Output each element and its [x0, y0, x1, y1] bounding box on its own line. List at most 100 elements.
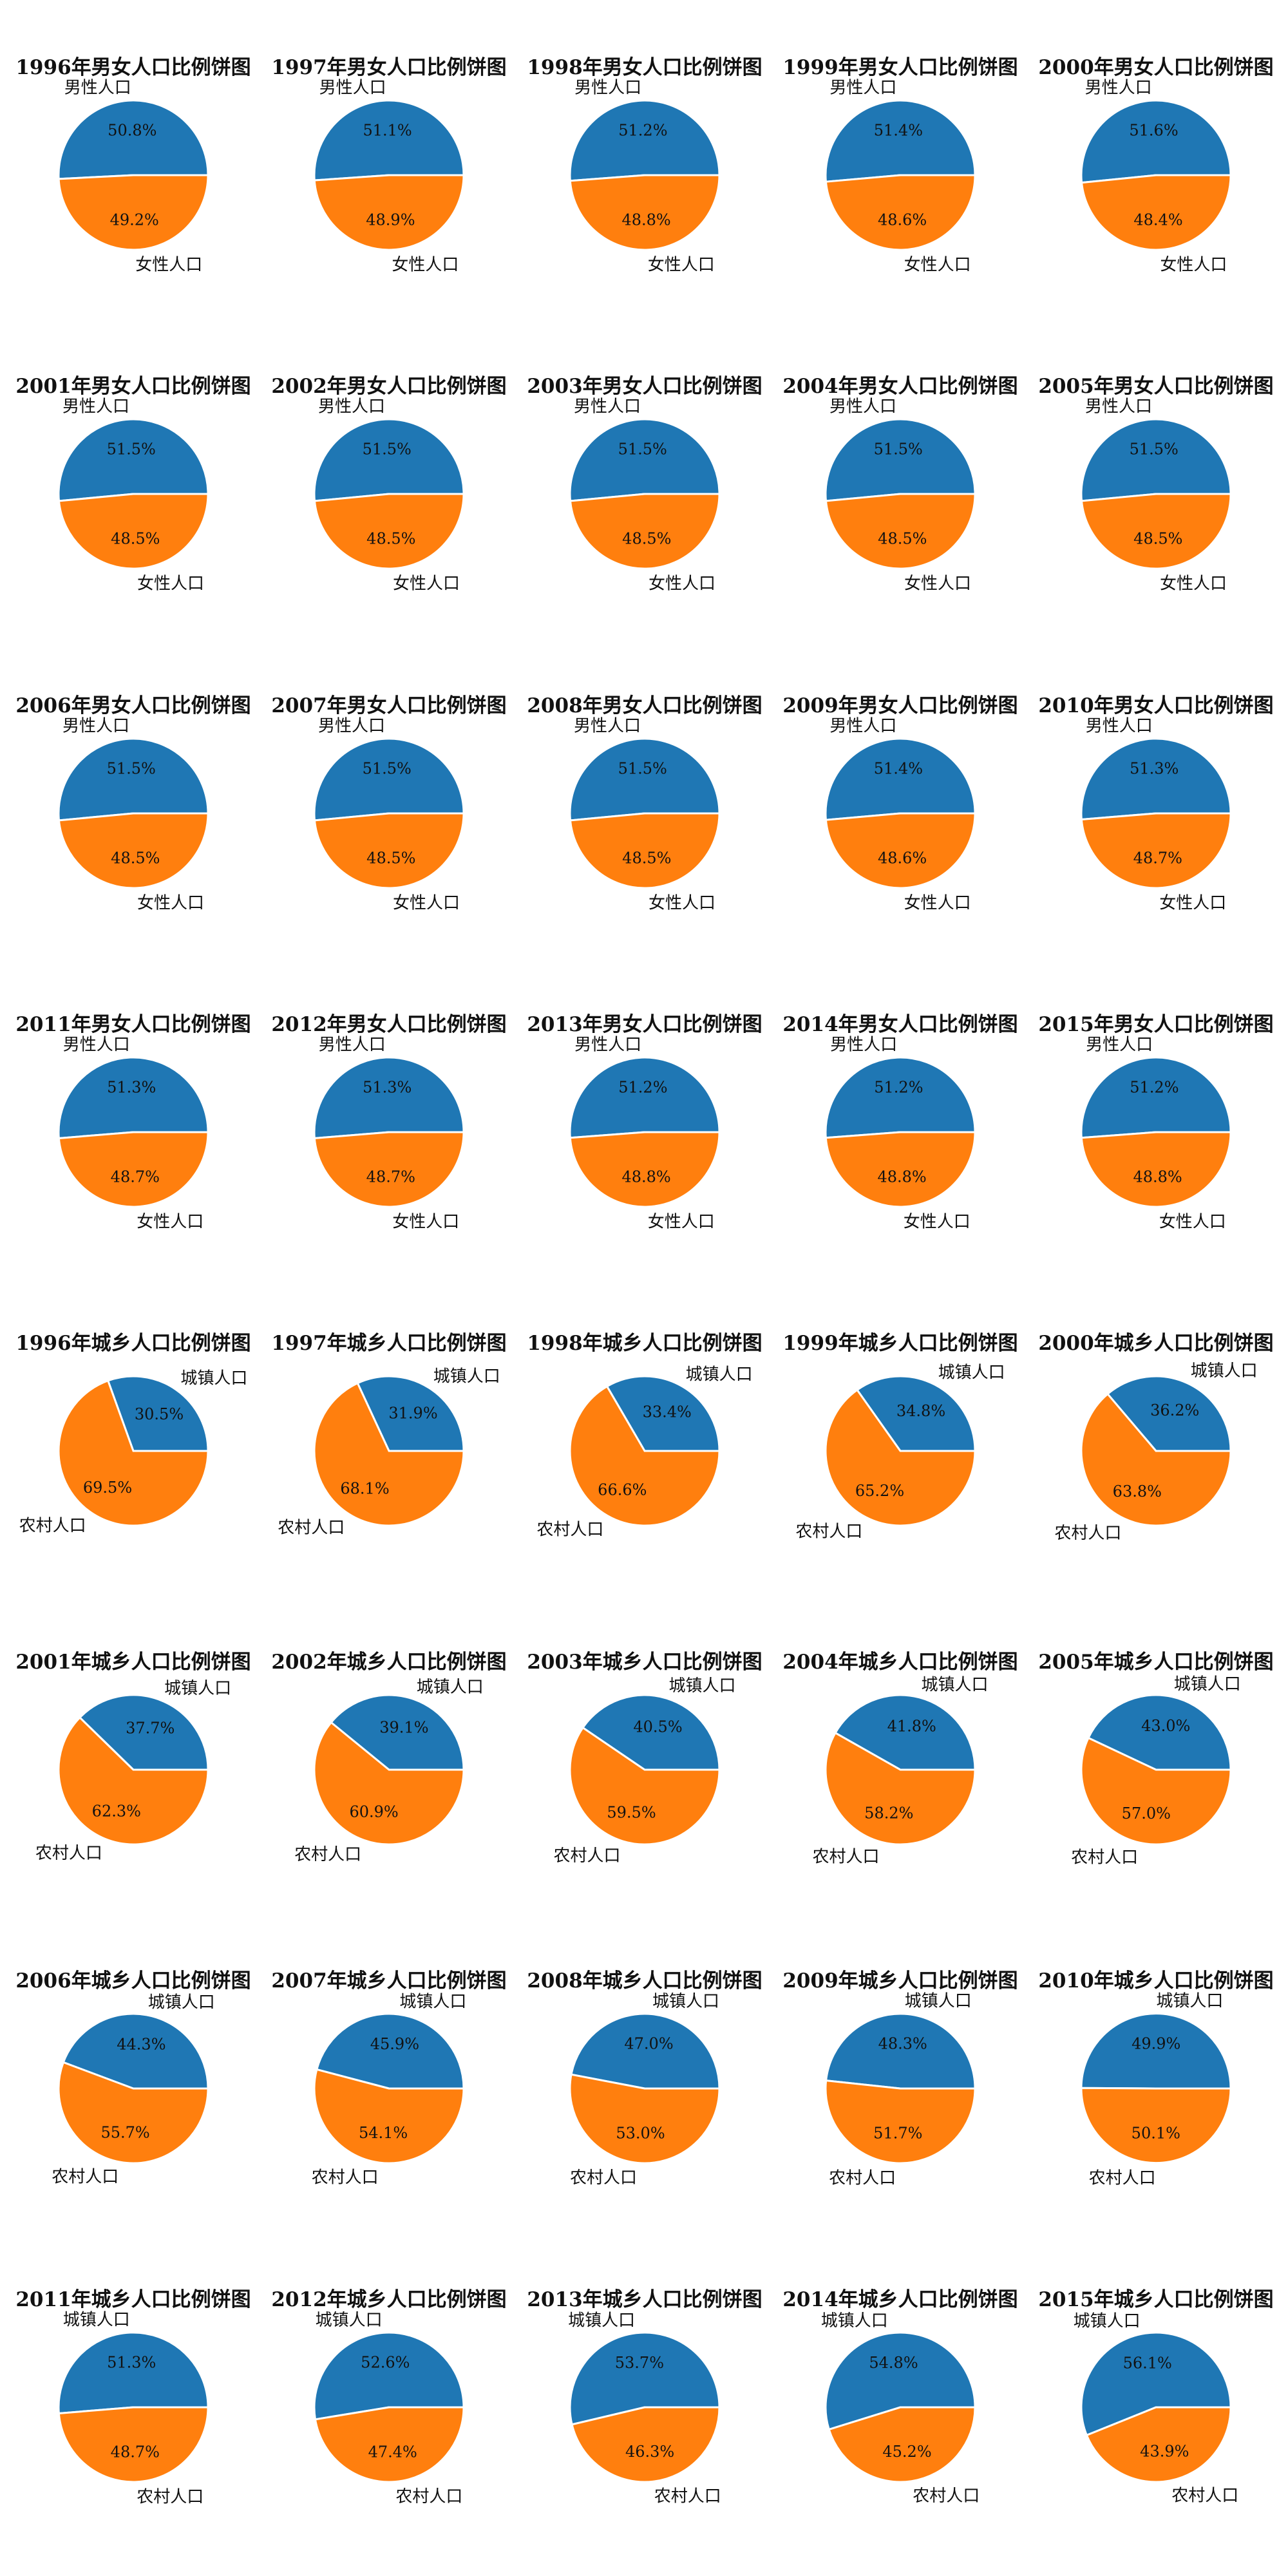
pie-chart: 2005年男女人口比例饼图 51.5% 男性人口 48.5% 女性人口: [1038, 375, 1273, 594]
pie-chart: 2015年城乡人口比例饼图 56.1% 城镇人口 43.9% 农村人口: [1038, 2288, 1273, 2505]
percent-label: 43.0%: [1141, 1717, 1190, 1735]
pie-slice: [1080, 2012, 1232, 2090]
pie-slice: [824, 737, 976, 821]
slice-label: 农村人口: [1054, 1524, 1121, 1543]
chart-title: 2013年城乡人口比例饼图: [527, 2288, 762, 2311]
pie-slice: [57, 2061, 209, 2164]
pie-slice: [356, 1375, 465, 1452]
chart-title: 2009年男女人口比例饼图: [782, 694, 1018, 717]
pie-slice: [313, 1056, 465, 1140]
slice-label: 农村人口: [553, 1846, 620, 1866]
percent-label: 48.5%: [622, 849, 671, 867]
pie-slice: [1087, 1694, 1232, 1771]
percent-label: 37.7%: [126, 1719, 175, 1738]
chart-title: 1998年城乡人口比例饼图: [527, 1332, 762, 1355]
pie-slice: [57, 737, 209, 822]
chart-title: 1998年男女人口比例饼图: [527, 56, 762, 79]
percent-label: 55.7%: [100, 2124, 149, 2142]
percent-label: 50.8%: [108, 121, 156, 139]
slice-label: 农村人口: [19, 1516, 86, 1535]
pie-slice: [605, 1375, 721, 1452]
slice-label: 城镇人口: [922, 1676, 989, 1695]
percent-label: 51.2%: [874, 1078, 923, 1096]
slice-label: 城镇人口: [938, 1363, 1005, 1383]
pie-slice: [1106, 1375, 1232, 1452]
pie-chart: 2010年男女人口比例饼图 51.3% 男性人口 48.7% 女性人口: [1038, 694, 1273, 913]
pie-slice: [1080, 493, 1232, 570]
percent-label: 47.4%: [368, 2443, 417, 2461]
pie-chart: 2001年男女人口比例饼图 51.5% 男性人口 48.5% 女性人口: [15, 375, 251, 594]
pie-chart: 2003年男女人口比例饼图 51.5% 男性人口 48.5% 女性人口: [527, 375, 762, 594]
percent-label: 48.3%: [878, 2035, 927, 2053]
slice-label: 农村人口: [913, 2486, 980, 2506]
percent-label: 48.5%: [622, 530, 671, 548]
percent-label: 48.8%: [1133, 1168, 1182, 1186]
pie-chart: 2006年男女人口比例饼图 51.5% 男性人口 48.5% 女性人口: [15, 694, 251, 913]
pie-slice: [824, 812, 976, 889]
pie-slice: [569, 2073, 721, 2164]
chart-title: 2005年城乡人口比例饼图: [1038, 1651, 1273, 1674]
pie-slice: [824, 1131, 976, 1208]
chart-title: 2007年城乡人口比例饼图: [271, 1969, 506, 1993]
chart-title: 2012年男女人口比例饼图: [271, 1013, 506, 1036]
pie-chart: 1999年男女人口比例饼图 51.4% 男性人口 48.6% 女性人口: [782, 56, 1018, 275]
pie-slice: [330, 1694, 465, 1771]
pie-slice: [1080, 737, 1232, 821]
pie-chart: 2000年城乡人口比例饼图 36.2% 城镇人口 63.8% 农村人口: [1038, 1332, 1273, 1543]
chart-title: 2008年城乡人口比例饼图: [527, 1969, 762, 1993]
percent-label: 57.0%: [1122, 1804, 1171, 1823]
percent-label: 41.8%: [887, 1718, 936, 1736]
slice-label: 女性人口: [1160, 255, 1227, 274]
percent-label: 48.7%: [366, 1168, 415, 1186]
slice-label: 城镇人口: [180, 1369, 247, 1388]
chart-title: 2003年城乡人口比例饼图: [527, 1651, 762, 1674]
slice-label: 城镇人口: [433, 1367, 500, 1387]
slice-label: 农村人口: [795, 1522, 862, 1541]
percent-label: 46.3%: [625, 2443, 674, 2461]
pie-slice: [57, 493, 209, 570]
slice-label: 农村人口: [294, 1845, 361, 1864]
pie-slice: [824, 174, 976, 251]
pie-slice: [824, 418, 976, 502]
pie-slice: [57, 2331, 209, 2415]
pie-slice: [315, 2012, 465, 2090]
chart-title: 2011年城乡人口比例饼图: [15, 2288, 251, 2311]
slice-label: 城镇人口: [821, 2311, 888, 2331]
percent-label: 40.5%: [633, 1718, 682, 1736]
percent-label: 49.2%: [110, 211, 159, 229]
slice-label: 城镇人口: [148, 1993, 215, 2012]
pie-slice: [1080, 1056, 1232, 1139]
slice-label: 女性人口: [904, 894, 971, 913]
slice-label: 男性人口: [1085, 397, 1152, 417]
chart-title: 1999年城乡人口比例饼图: [782, 1332, 1018, 1355]
pie-chart: 2013年男女人口比例饼图 51.2% 男性人口 48.8% 女性人口: [527, 1013, 762, 1232]
slice-label: 女性人口: [648, 1213, 715, 1232]
slice-label: 男性人口: [63, 1036, 130, 1055]
pie-slice: [824, 1731, 976, 1846]
slice-label: 城镇人口: [669, 1676, 736, 1696]
slice-label: 男性人口: [1086, 1036, 1153, 1055]
pie-slice: [1080, 1736, 1232, 1846]
slice-label: 男性人口: [318, 397, 385, 417]
pie-slice: [314, 2406, 465, 2483]
slice-label: 男性人口: [319, 79, 386, 98]
pie-chart: 1999年城乡人口比例饼图 34.8% 城镇人口 65.2% 农村人口: [782, 1332, 1018, 1541]
slice-label: 城镇人口: [417, 1678, 484, 1697]
percent-label: 51.3%: [1130, 760, 1179, 778]
pie-chart: 1997年城乡人口比例饼图 31.9% 城镇人口 68.1% 农村人口: [271, 1332, 506, 1538]
pie-slice: [1080, 418, 1232, 502]
chart-title: 1999年男女人口比例饼图: [782, 56, 1018, 79]
pie-slice: [313, 1131, 465, 1208]
pie-slice: [569, 737, 721, 822]
pie-slice: [569, 1056, 721, 1139]
percent-label: 48.8%: [621, 1168, 670, 1186]
percent-label: 60.9%: [349, 1803, 398, 1821]
pie-slice: [824, 1388, 976, 1527]
percent-label: 51.5%: [1130, 440, 1179, 459]
percent-label: 48.9%: [366, 211, 415, 229]
pie-slice: [1085, 2406, 1232, 2483]
slice-label: 城镇人口: [63, 2311, 130, 2330]
chart-title: 2001年城乡人口比例饼图: [15, 1651, 251, 1674]
pie-slice: [1080, 2331, 1232, 2437]
percent-label: 45.9%: [370, 2035, 419, 2053]
